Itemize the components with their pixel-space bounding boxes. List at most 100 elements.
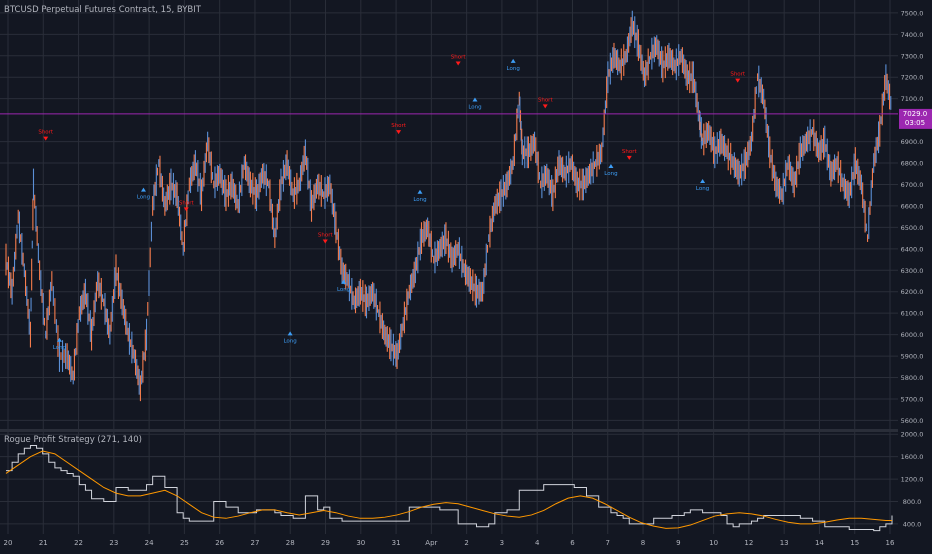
indicator-title: Rogue Profit Strategy (271, 140)	[4, 435, 142, 445]
short-signal-label: Short	[391, 123, 407, 129]
time-tick-label: 13	[780, 539, 789, 547]
current-price-badge	[899, 108, 932, 129]
long-signal: Long	[337, 279, 350, 293]
long-signal: Long	[283, 331, 297, 344]
arrow-down-icon	[183, 207, 189, 212]
time-tick-label: 28	[286, 539, 295, 547]
time-tick-label: 24	[145, 539, 154, 547]
short-signal-label: Short	[730, 72, 746, 78]
arrow-up-icon	[417, 189, 423, 194]
arrow-down-icon	[542, 104, 548, 109]
long-signal-label: Long	[53, 345, 66, 351]
price-tick-label: 6700.0	[901, 181, 924, 189]
price-tick-label: 7100.0	[901, 95, 924, 103]
short-signal: Short	[622, 149, 637, 160]
long-signal-label: Long	[696, 186, 709, 192]
long-signal-label: Long	[137, 195, 150, 201]
time-tick-label: 12	[744, 539, 753, 547]
time-tick-label: 7	[606, 539, 610, 547]
long-signal: Long	[696, 179, 709, 192]
price-tick-label: 6300.0	[901, 267, 924, 275]
arrow-down-icon	[735, 78, 741, 83]
long-signal-label: Long	[413, 197, 426, 203]
price-tick-label: 5600.0	[901, 417, 924, 425]
short-signal-label: Short	[451, 54, 467, 60]
long-signal-label: Long	[337, 287, 350, 293]
pane-separator[interactable]	[0, 429, 898, 432]
time-tick-label: 23	[109, 539, 118, 547]
time-tick-label: 31	[392, 539, 401, 547]
short-signal: Short	[391, 123, 407, 135]
indicator-average-line	[5, 450, 892, 529]
arrow-down-icon	[455, 61, 461, 66]
long-signal: Long	[53, 337, 66, 351]
short-signal: Short	[451, 54, 467, 66]
symbol-title: BTCUSD Perpetual Futures Contract, 15, B…	[4, 5, 202, 15]
arrow-up-icon	[472, 97, 478, 102]
time-tick-label: 6	[570, 539, 575, 547]
arrow-down-icon	[322, 239, 328, 244]
long-signal-label: Long	[468, 105, 481, 111]
short-signal-label: Short	[318, 233, 334, 239]
time-tick-label: 10	[709, 539, 718, 547]
short-signal-label: Short	[538, 97, 554, 103]
long-signal-label: Long	[507, 66, 520, 72]
arrow-up-icon	[140, 187, 146, 192]
time-tick-label: 4	[535, 539, 540, 547]
time-tick-label: 3	[500, 539, 504, 547]
short-signal: Short	[38, 130, 54, 141]
indicator-tick-label: 1600.0	[901, 453, 924, 461]
short-signal-label: Short	[179, 200, 195, 206]
arrow-down-icon	[43, 136, 49, 141]
time-tick-label: 9	[676, 539, 680, 547]
arrow-up-icon	[341, 279, 347, 284]
price-tick-label: 6500.0	[901, 224, 924, 232]
grid-lines	[0, 0, 898, 534]
price-tick-label: 7500.0	[901, 9, 924, 17]
price-tick-label: 6600.0	[901, 202, 924, 210]
short-signal: Short	[318, 233, 334, 244]
indicator-axis[interactable]: 2000.0 1600.0 1200.0 800.0 400.0	[901, 431, 924, 529]
arrow-down-icon	[396, 130, 402, 135]
indicator-tick-label: 400.0	[903, 520, 922, 528]
price-series	[5, 10, 892, 402]
current-price-label: 7029.0	[903, 110, 928, 118]
long-signal: Long	[604, 164, 618, 177]
price-tick-label: 5800.0	[901, 374, 924, 382]
time-tick-label: 20	[4, 539, 13, 547]
time-tick-label: 14	[815, 539, 824, 547]
time-tick-label: 21	[39, 539, 48, 547]
arrow-up-icon	[510, 58, 516, 63]
indicator-tick-label: 1200.0	[901, 476, 924, 484]
time-tick-label: 27	[250, 539, 259, 547]
price-tick-label: 6400.0	[901, 245, 924, 253]
indicator-equity-line	[6, 444, 893, 532]
long-signal-label: Long	[604, 171, 617, 177]
time-tick-label: 16	[886, 539, 895, 547]
arrow-up-icon	[608, 164, 614, 169]
indicator-pane	[5, 444, 893, 532]
long-signal: Long	[137, 187, 150, 201]
price-tick-label: 6100.0	[901, 310, 924, 318]
arrow-up-icon	[700, 179, 706, 184]
countdown-label: 03:05	[905, 119, 925, 127]
time-tick-label: 2	[464, 539, 468, 547]
time-tick-label: 15	[850, 539, 859, 547]
price-tick-label: 7300.0	[901, 52, 924, 60]
arrow-down-icon	[626, 155, 632, 160]
time-axis[interactable]: 20 21 22 23 24 25 26 27 28 29 30 31 Apr 2 3 4 6 7 8 9 10 12 13…	[4, 539, 895, 547]
arrow-up-icon	[56, 337, 62, 342]
price-tick-label: 5700.0	[901, 395, 924, 403]
price-axis[interactable]: 7500.0 7400.0 7300.0 7200.0 7100.0 6900.0 6800…	[901, 9, 924, 425]
short-signal-label: Short	[38, 130, 54, 136]
time-tick-label: 22	[74, 539, 83, 547]
price-tick-label: 6200.0	[901, 288, 924, 296]
price-tick-label: 6800.0	[901, 160, 924, 168]
time-tick-label: 30	[356, 539, 365, 547]
time-tick-label: Apr	[425, 539, 437, 547]
indicator-tick-label: 800.0	[903, 498, 922, 506]
arrow-up-icon	[287, 331, 293, 336]
price-tick-label: 7200.0	[901, 74, 924, 82]
